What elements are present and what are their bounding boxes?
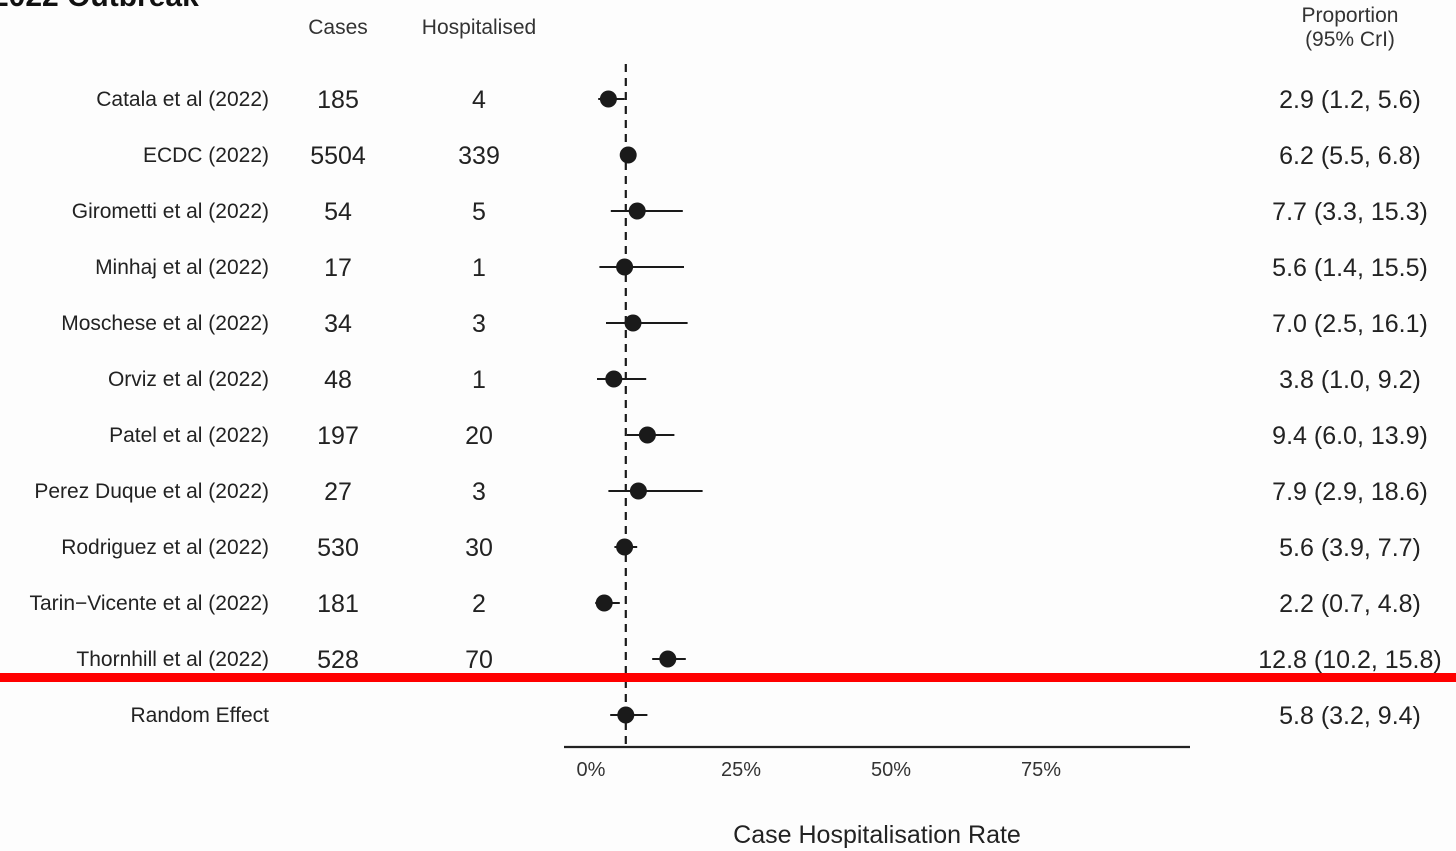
- x-axis: 0% 25% 50% 75%: [564, 745, 1190, 781]
- proportion-value: 12.8 (10.2, 15.8): [1258, 646, 1441, 674]
- study-name: Minhaj et al (2022): [95, 256, 269, 279]
- study-row: Girometti et al (2022) 54 5 7.7 (3.3, 15.3): [72, 198, 1428, 226]
- study-name: Orviz et al (2022): [108, 368, 269, 391]
- header-proportion-ci: (95% CrI): [1305, 28, 1395, 51]
- hospitalised-value: 3: [472, 478, 486, 506]
- estimate-point: [629, 482, 647, 500]
- estimate-point: [616, 538, 634, 556]
- study-name: Patel et al (2022): [109, 424, 269, 447]
- hospitalised-value: 4: [472, 86, 486, 114]
- proportion-value: 7.0 (2.5, 16.1): [1272, 310, 1428, 338]
- cases-value: 34: [324, 310, 352, 338]
- hospitalised-value: 2: [472, 590, 486, 618]
- cases-value: 528: [317, 646, 359, 674]
- proportion-value: 7.7 (3.3, 15.3): [1272, 198, 1428, 226]
- estimate-point: [624, 314, 642, 332]
- study-row: Rodriguez et al (2022) 530 30 5.6 (3.9, 7.7…: [61, 534, 1421, 562]
- hospitalised-value: 70: [465, 646, 493, 674]
- proportion-value: 7.9 (2.9, 18.6): [1272, 478, 1428, 506]
- hospitalised-value: 339: [458, 142, 500, 170]
- hospitalised-value: 1: [472, 254, 486, 282]
- study-name: Rodriguez et al (2022): [61, 536, 269, 559]
- estimate-point: [619, 146, 637, 164]
- x-tick-label: 75%: [1021, 759, 1061, 781]
- study-row: ECDC (2022) 5504 339 6.2 (5.5, 6.8): [143, 142, 1421, 170]
- proportion-value: 5.6 (3.9, 7.7): [1279, 534, 1421, 562]
- estimate-point: [616, 258, 634, 276]
- study-row: Thornhill et al (2022) 528 70 12.8 (10.2, 1…: [76, 646, 1441, 674]
- summary-point: [617, 706, 635, 724]
- study-row: Tarin−Vicente et al (2022) 181 2 2.2 (0.7, …: [29, 590, 1420, 618]
- estimate-point: [605, 370, 623, 388]
- cases-value: 27: [324, 478, 352, 506]
- cases-value: 181: [317, 590, 359, 618]
- hospitalised-value: 3: [472, 310, 486, 338]
- hospitalised-value: 20: [465, 422, 493, 450]
- cases-value: 5504: [310, 142, 366, 170]
- estimate-point: [659, 650, 677, 668]
- summary-label: Random Effect: [130, 704, 269, 727]
- hospitalised-value: 1: [472, 366, 486, 394]
- study-name: Catala et al (2022): [96, 88, 269, 111]
- summary-row: Random Effect 5.8 (3.2, 9.4): [130, 702, 1420, 730]
- header-cases: Cases: [308, 16, 368, 39]
- study-name: Perez Duque et al (2022): [34, 480, 269, 503]
- cases-value: 48: [324, 366, 352, 394]
- x-axis-label: Case Hospitalisation Rate: [733, 821, 1021, 849]
- proportion-value: 9.4 (6.0, 13.9): [1272, 422, 1428, 450]
- summary-proportion: 5.8 (3.2, 9.4): [1279, 702, 1421, 730]
- study-name: Moschese et al (2022): [61, 312, 269, 335]
- cases-value: 54: [324, 198, 352, 226]
- estimate-point: [638, 426, 656, 444]
- study-name: ECDC (2022): [143, 144, 269, 167]
- x-tick-label: 25%: [721, 759, 761, 781]
- study-row: Minhaj et al (2022) 17 1 5.6 (1.4, 15.5): [95, 254, 1428, 282]
- header-hospitalised: Hospitalised: [422, 16, 536, 39]
- study-row: Moschese et al (2022) 34 3 7.0 (2.5, 16.1): [61, 310, 1428, 338]
- study-row: Perez Duque et al (2022) 27 3 7.9 (2.9, 18.…: [34, 478, 1427, 506]
- cases-value: 185: [317, 86, 359, 114]
- x-tick-label: 50%: [871, 759, 911, 781]
- cases-value: 197: [317, 422, 359, 450]
- study-row: Patel et al (2022) 197 20 9.4 (6.0, 13.9): [109, 422, 1428, 450]
- separator-line: [0, 673, 1456, 682]
- x-tick-label: 0%: [577, 759, 606, 781]
- study-row: Orviz et al (2022) 48 1 3.8 (1.0, 9.2): [108, 366, 1421, 394]
- hospitalised-value: 30: [465, 534, 493, 562]
- proportion-value: 5.6 (1.4, 15.5): [1272, 254, 1428, 282]
- study-rows: Catala et al (2022) 185 4 2.9 (1.2, 5.6) ECD…: [29, 86, 1441, 730]
- proportion-value: 2.9 (1.2, 5.6): [1279, 86, 1421, 114]
- estimate-point: [595, 594, 613, 612]
- estimate-point: [599, 90, 617, 108]
- hospitalised-value: 5: [472, 198, 486, 226]
- proportion-value: 6.2 (5.5, 6.8): [1279, 142, 1421, 170]
- cases-value: 530: [317, 534, 359, 562]
- proportion-value: 3.8 (1.0, 9.2): [1279, 366, 1421, 394]
- chart-title: 2022 Outbreak: [0, 0, 199, 13]
- study-name: Tarin−Vicente et al (2022): [29, 592, 269, 615]
- estimate-point: [628, 202, 646, 220]
- header-proportion: Proportion: [1302, 4, 1399, 27]
- study-name: Girometti et al (2022): [72, 200, 269, 223]
- cases-value: 17: [324, 254, 352, 282]
- proportion-value: 2.2 (0.7, 4.8): [1279, 590, 1421, 618]
- study-row: Catala et al (2022) 185 4 2.9 (1.2, 5.6): [96, 86, 1421, 114]
- study-name: Thornhill et al (2022): [76, 648, 269, 671]
